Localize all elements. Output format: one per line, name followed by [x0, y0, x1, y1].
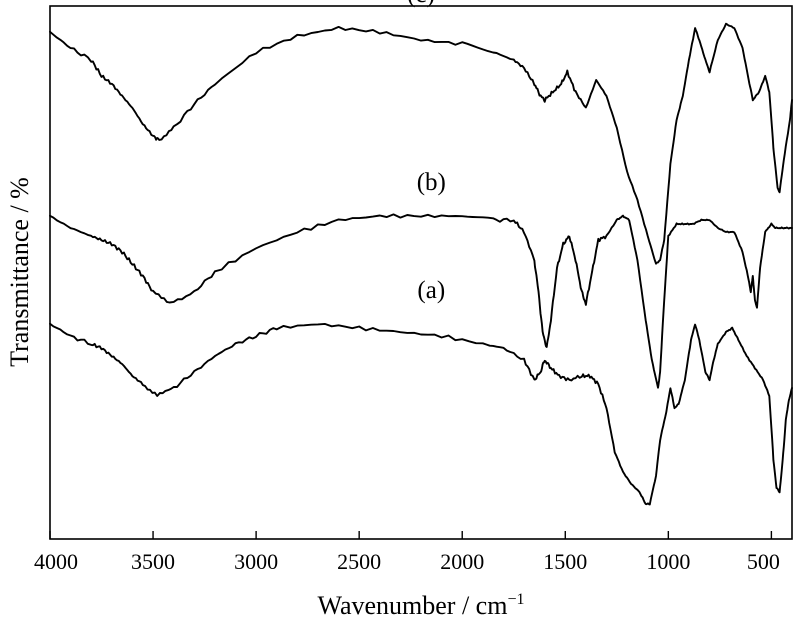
x-tick-label-4000: 4000	[34, 549, 78, 574]
spectra	[49, 22, 793, 506]
x-axis-ticks	[49, 531, 773, 539]
x-tick-label-2500: 2500	[337, 549, 381, 574]
series-labels: (c) (b) (a)	[407, 0, 446, 304]
x-tick-label-2000: 2000	[440, 549, 484, 574]
series-label-c: (c)	[407, 0, 435, 8]
x-axis-tick-labels: 4000 3500 3000 2500 2000 1500 1000 500	[34, 549, 780, 574]
x-axis-title: Wavenumber / cm−1	[318, 591, 525, 620]
spectrum-line-a	[49, 322, 793, 506]
series-label-b: (b)	[417, 169, 446, 196]
spectrum-line-b	[49, 213, 793, 389]
x-tick-label-3500: 3500	[131, 549, 175, 574]
plot-frame	[49, 5, 793, 540]
x-tick-label-1500: 1500	[543, 549, 587, 574]
x-tick-label-500: 500	[747, 549, 780, 574]
series-label-a: (a)	[417, 277, 445, 304]
x-axis-title-superscript: −1	[507, 591, 524, 608]
x-tick-label-1000: 1000	[646, 549, 690, 574]
x-tick-label-3000: 3000	[234, 549, 278, 574]
x-axis-title-main: Wavenumber / cm	[318, 591, 508, 620]
y-axis-title: Transmittance / %	[5, 177, 34, 367]
spectrum-line-c	[49, 22, 793, 265]
